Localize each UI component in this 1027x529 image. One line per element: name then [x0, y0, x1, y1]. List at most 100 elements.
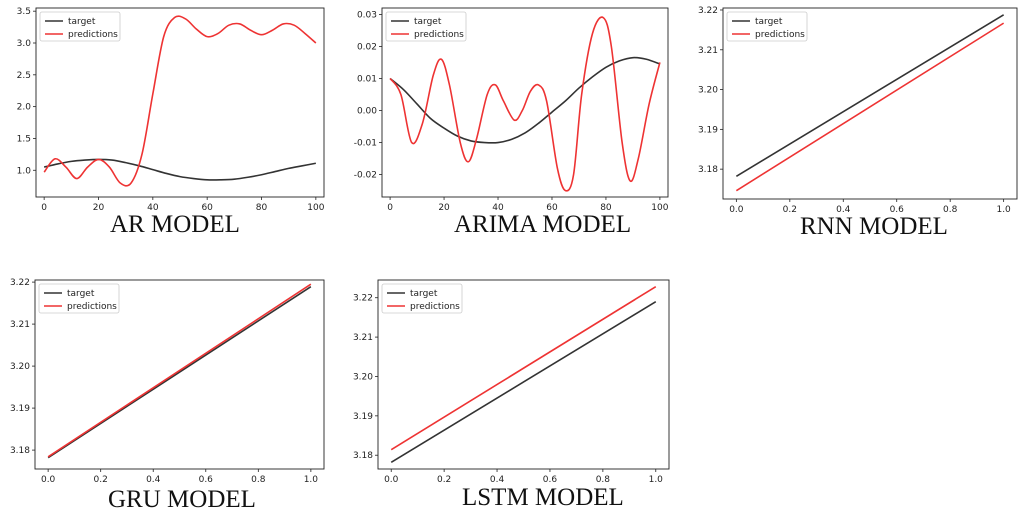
plot-frame — [35, 7, 325, 198]
arima-model-chart: 0 20 40 60 80 100 -0.02 -0.01 0.00 0.01 0.02 0.03 ta… — [354, 7, 669, 213]
x-tick-label: 60 — [201, 203, 213, 213]
y-tick-label: 3.20 — [353, 372, 373, 382]
y-tick-label: 3.21 — [10, 320, 30, 330]
legend-label-predictions: predictions — [755, 30, 805, 40]
gru-model-title: GRU MODEL — [108, 486, 256, 513]
y-tick-label: 0.02 — [357, 42, 377, 52]
legend-label-predictions: predictions — [67, 302, 117, 312]
x-tick-label: 40 — [147, 203, 159, 213]
x-tick-label: 0.0 — [41, 475, 56, 485]
plot-frame — [34, 279, 325, 470]
x-tick-label: 0.2 — [94, 475, 108, 485]
legend: target predictions — [381, 283, 463, 314]
legend-label-predictions: predictions — [414, 30, 464, 40]
y-tick-label: 1.5 — [17, 134, 31, 144]
y-tick-label: 3.18 — [353, 451, 373, 461]
y-tick-label: 3.18 — [698, 165, 718, 175]
series-line-target — [43, 158, 316, 181]
legend: target predictions — [385, 11, 467, 42]
x-tick-label: 0.2 — [437, 475, 451, 485]
x-tick-label: 60 — [546, 203, 558, 213]
series-line-predictions — [389, 16, 661, 192]
legend-label-target: target — [67, 289, 95, 299]
legend-label-target: target — [410, 289, 438, 299]
lstm-model-title: LSTM MODEL — [462, 484, 624, 511]
x-tick-label: 0.4 — [836, 205, 851, 215]
ar-model-title: AR MODEL — [110, 211, 240, 238]
y-tick-label: -0.02 — [354, 171, 377, 181]
x-tick-label: 100 — [651, 203, 668, 213]
x-tick-label: 0.6 — [890, 205, 905, 215]
legend: target predictions — [38, 283, 120, 314]
y-tick-label: -0.01 — [354, 139, 377, 149]
series-line-target — [735, 14, 1005, 178]
ar-model-panel: 0 20 40 60 80 100 1.0 1.5 2.0 2.5 3.0 3.5 target pred… — [0, 0, 340, 250]
legend-label-target: target — [755, 17, 783, 27]
x-tick-label: 0.8 — [943, 205, 958, 215]
x-tick-label: 0.8 — [251, 475, 266, 485]
x-tick-label: 1.0 — [649, 475, 664, 485]
y-tick-label: 3.21 — [353, 333, 373, 343]
rnn-model-title: RNN MODEL — [800, 213, 948, 240]
x-tick-label: 0.4 — [146, 475, 161, 485]
x-tick-label: 80 — [256, 203, 268, 213]
y-tick-label: 0.03 — [357, 10, 377, 20]
gru-model-chart: 0.0 0.2 0.4 0.6 0.8 1.0 3.18 3.19 3.20 3.21 3.22 ta… — [10, 278, 325, 485]
y-tick-label: 3.19 — [353, 412, 373, 422]
y-tick-label: 3.5 — [17, 7, 31, 17]
y-tick-label: 1.0 — [17, 166, 32, 176]
legend: target predictions — [726, 11, 808, 42]
series-line-predictions — [390, 286, 657, 451]
arima-model-panel: 0 20 40 60 80 100 -0.02 -0.01 0.00 0.01 0.02 0.03 ta… — [340, 0, 680, 250]
x-tick-label: 0.2 — [783, 205, 797, 215]
series-line-predictions — [43, 15, 317, 187]
x-tick-label: 80 — [600, 203, 612, 213]
x-tick-label: 100 — [307, 203, 324, 213]
x-tick-label: 0.0 — [729, 205, 744, 215]
y-tick-label: 3.22 — [353, 294, 373, 304]
x-tick-label: 1.0 — [996, 205, 1011, 215]
rnn-model-chart: 0.0 0.2 0.4 0.6 0.8 1.0 3.18 3.19 3.20 3.21 3.22 ta… — [698, 6, 1018, 215]
x-tick-label: 0 — [387, 203, 393, 213]
y-tick-label: 3.18 — [10, 446, 30, 456]
y-tick-label: 0.00 — [357, 107, 377, 117]
series-line-target — [390, 300, 657, 463]
x-tick-label: 1.0 — [304, 475, 319, 485]
y-tick-label: 3.21 — [698, 46, 718, 56]
y-tick-label: 2.5 — [17, 71, 31, 81]
y-tick-label: 3.22 — [10, 278, 30, 288]
x-tick-label: 0.8 — [596, 475, 611, 485]
x-tick-label: 40 — [492, 203, 504, 213]
arima-model-title: ARIMA MODEL — [454, 211, 632, 238]
x-tick-label: 20 — [438, 203, 450, 213]
x-tick-label: 0.6 — [543, 475, 558, 485]
y-tick-label: 3.0 — [17, 39, 32, 49]
rnn-model-panel: 0.0 0.2 0.4 0.6 0.8 1.0 3.18 3.19 3.20 3.21 3.22 ta… — [683, 0, 1027, 250]
x-tick-label: 0 — [41, 203, 47, 213]
legend-label-predictions: predictions — [410, 302, 460, 312]
plot-frame — [381, 7, 669, 198]
gru-model-panel: 0.0 0.2 0.4 0.6 0.8 1.0 3.18 3.19 3.20 3.21 3.22 ta… — [0, 268, 340, 529]
lstm-model-chart: 0.0 0.2 0.4 0.6 0.8 1.0 3.18 3.19 3.20 3.21 3.22 ta… — [353, 279, 670, 485]
plot-frame — [377, 279, 670, 470]
ar-model-chart: 0 20 40 60 80 100 1.0 1.5 2.0 2.5 3.0 3.5 target pred… — [17, 7, 325, 213]
x-tick-label: 0.6 — [199, 475, 214, 485]
series-line-target — [389, 56, 661, 144]
legend: target predictions — [39, 11, 121, 42]
series-line-predictions — [735, 22, 1005, 192]
series-line-predictions — [47, 283, 312, 458]
y-tick-label: 3.19 — [10, 404, 30, 414]
plot-frame — [722, 7, 1018, 200]
y-tick-label: 3.20 — [698, 86, 718, 96]
x-tick-label: 0.0 — [384, 475, 399, 485]
lstm-model-panel: 0.0 0.2 0.4 0.6 0.8 1.0 3.18 3.19 3.20 3.21 3.22 ta… — [340, 268, 680, 529]
y-tick-label: 3.20 — [10, 362, 30, 372]
y-tick-label: 0.01 — [357, 74, 377, 84]
y-tick-label: 2.0 — [17, 103, 32, 113]
legend-label-predictions: predictions — [68, 30, 118, 40]
y-tick-label: 3.22 — [698, 6, 718, 16]
y-tick-label: 3.19 — [698, 125, 718, 135]
legend-label-target: target — [414, 17, 442, 27]
legend-label-target: target — [68, 17, 96, 27]
x-tick-label: 0.4 — [490, 475, 505, 485]
